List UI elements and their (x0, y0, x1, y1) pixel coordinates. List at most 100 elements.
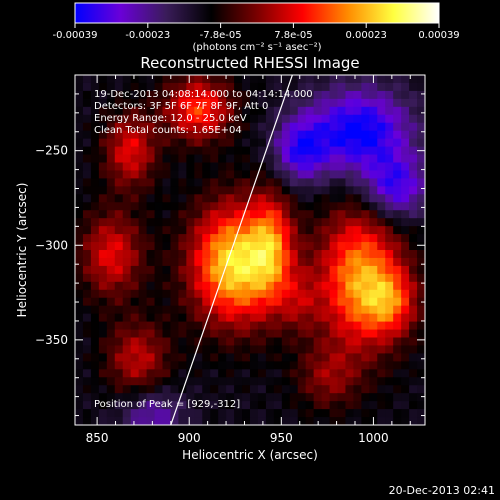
heatmap-cell (154, 202, 164, 211)
heatmap-cell (210, 417, 219, 425)
heatmap-cell (393, 114, 402, 124)
heatmap-cell (345, 194, 354, 203)
heatmap-cell (337, 289, 347, 299)
heatmap-cell (361, 409, 370, 418)
heatmap-cell (170, 393, 179, 402)
heatmap-cell (393, 369, 402, 378)
heatmap-cell (377, 393, 386, 402)
heatmap-cell (329, 226, 339, 235)
heatmap-cell (154, 337, 164, 347)
heatmap-cell (353, 401, 362, 410)
heatmap-cell (82, 82, 92, 92)
heatmap-cell (361, 305, 370, 315)
heatmap-cell (329, 154, 339, 164)
heatmap-cell (146, 82, 156, 92)
heatmap-cell (226, 417, 235, 425)
heatmap-cell (218, 210, 227, 219)
heatmap-cell (409, 289, 418, 299)
heatmap-cell (281, 114, 291, 124)
heatmap-cell (186, 369, 195, 378)
heatmap-cell (218, 242, 227, 251)
heatmap-cell (138, 242, 148, 251)
heatmap-cell (146, 178, 156, 187)
heatmap-cell (194, 90, 203, 100)
heatmap-cell (393, 417, 402, 425)
heatmap-cell (417, 162, 425, 172)
heatmap-cell (289, 226, 299, 235)
heatmap-cell (345, 329, 354, 339)
heatmap-cell (321, 210, 331, 219)
heatmap-cell (90, 313, 100, 323)
heatmap-cell (226, 234, 235, 243)
heatmap-cell (273, 250, 283, 259)
heatmap-cell (393, 210, 402, 219)
heatmap-cell (218, 202, 227, 211)
heatmap-cell (130, 170, 140, 179)
heatmap-cell (417, 234, 425, 243)
heatmap-cell (122, 265, 132, 275)
heatmap-cell (210, 393, 219, 402)
heatmap-cell (210, 234, 219, 243)
heatmap-cell (226, 393, 235, 402)
heatmap-cell (353, 210, 362, 219)
heatmap-cell (114, 138, 124, 148)
heatmap-cell (178, 170, 187, 179)
heatmap-cell (170, 313, 179, 323)
heatmap-cell (122, 186, 132, 195)
heatmap-cell (401, 194, 410, 203)
heatmap-cell (154, 82, 164, 92)
heatmap-cell (313, 154, 323, 164)
heatmap-cell (409, 194, 418, 203)
heatmap-cell (75, 345, 84, 354)
heatmap-cell (82, 170, 92, 179)
heatmap-cell (194, 82, 203, 92)
heatmap-cell (297, 250, 307, 259)
heatmap-cell (234, 178, 243, 187)
heatmap-cell (305, 242, 315, 251)
heatmap-cell (393, 385, 402, 394)
heatmap-cell (401, 242, 410, 251)
heatmap-cell (417, 385, 425, 394)
heatmap-cell (321, 242, 331, 251)
heatmap-cell (257, 146, 267, 156)
heatmap-cell (75, 361, 84, 370)
heatmap-cell (385, 321, 394, 331)
heatmap-cell (130, 114, 140, 124)
heatmap-cell (202, 186, 211, 195)
heatmap-cell (361, 417, 370, 425)
heatmap-cell (313, 361, 323, 370)
heatmap-cell (162, 305, 172, 315)
heatmap-cell (170, 289, 179, 299)
heatmap-cell (377, 82, 386, 92)
heatmap-cell (361, 273, 370, 283)
heatmap-cell (409, 281, 418, 291)
heatmap-cell (186, 210, 195, 219)
heatmap-cell (114, 170, 124, 179)
heatmap-cell (409, 226, 418, 235)
heatmap-cell (297, 130, 307, 140)
heatmap-cell (186, 75, 195, 84)
heatmap-cell (305, 305, 315, 315)
heatmap-cell (321, 393, 331, 402)
heatmap-cell (106, 106, 116, 116)
heatmap-cell (417, 114, 425, 124)
heatmap-cell (210, 154, 219, 164)
heatmap-cell (154, 114, 164, 124)
heatmap-cell (234, 361, 243, 370)
heatmap-cell (90, 122, 100, 132)
heatmap-cell (178, 353, 187, 362)
heatmap-cell (329, 210, 339, 219)
heatmap-cell (289, 409, 299, 418)
heatmap-cell (82, 257, 92, 267)
heatmap-cell (321, 361, 331, 370)
heatmap-cell (409, 353, 418, 362)
heatmap-cell (337, 210, 347, 219)
heatmap-cell (138, 146, 148, 156)
heatmap-cell (369, 234, 378, 243)
heatmap-cell (194, 345, 203, 354)
heatmap-cell (409, 90, 418, 100)
heatmap-cell (98, 385, 108, 394)
heatmap-cell (250, 234, 259, 243)
heatmap-cell (401, 369, 410, 378)
heatmap-cell (218, 218, 227, 227)
